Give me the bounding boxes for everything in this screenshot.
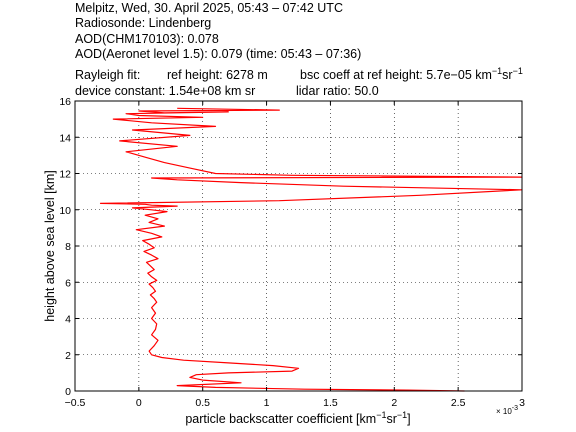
header-aod-chm: AOD(CHM170103): 0.078 (75, 32, 219, 46)
profile-series (99, 107, 523, 392)
y-tick-label: 4 (65, 314, 71, 326)
x-tick-label: 0.5 (195, 397, 210, 409)
y-tick-label: 16 (59, 96, 71, 108)
x-multiplier-base: × 10 (496, 407, 512, 416)
header-location-time: Melpitz, Wed, 30. April 2025, 05:43 – 07… (75, 1, 343, 15)
x-tick-label: 1 (264, 397, 270, 409)
header-bsc-coeff-text: bsc coeff at ref height: 5.7e−05 km (300, 68, 492, 82)
x-tick-label: 2.5 (451, 397, 466, 409)
header-bsc-sr: sr (502, 68, 512, 82)
profile-line (99, 107, 523, 392)
y-tick-label: 0 (65, 386, 71, 398)
x-multiplier: × 10-3 (496, 405, 518, 416)
header-radiosonde: Radiosonde: Lindenberg (75, 16, 211, 30)
x-axis-label-sr: sr (386, 412, 396, 426)
header-ref-height: ref height: 6278 m (167, 68, 268, 82)
x-tick-label: −0.5 (65, 397, 86, 409)
header-lidar-ratio: lidar ratio: 50.0 (296, 84, 379, 98)
y-axis-label: height above sea level [km] (43, 170, 57, 321)
y-tick-label: 2 (65, 350, 71, 362)
x-tick-label: 1.5 (323, 397, 338, 409)
x-axis-label-main: particle backscatter coefficient [km (185, 412, 376, 426)
y-tick-label: 8 (65, 241, 71, 253)
y-tick-label: 6 (65, 277, 71, 289)
grid-lines (75, 101, 522, 391)
x-multiplier-exp: -3 (512, 405, 518, 412)
header-block: Melpitz, Wed, 30. April 2025, 05:43 – 07… (75, 1, 523, 98)
x-tick-label: 3 (519, 397, 525, 409)
x-axis-label-end: ] (407, 412, 410, 426)
header-device-constant: device constant: 1.54e+08 km sr (75, 84, 255, 98)
plot-frame (74, 100, 523, 392)
header-bsc-coeff: bsc coeff at ref height: 5.7e−05 km−1sr−… (300, 66, 523, 82)
axis-ticks (74, 100, 523, 392)
y-tick-labels: 0 2 4 6 8 10 12 14 16 (59, 96, 71, 398)
y-tick-label: 14 (59, 132, 71, 144)
x-axis-label: particle backscatter coefficient [km−1sr… (185, 410, 410, 426)
header-bsc-exp1: −1 (492, 66, 502, 76)
y-tick-label: 10 (59, 205, 71, 217)
x-axis-label-exp2: −1 (397, 410, 407, 420)
header-aod-aeronet: AOD(Aeronet level 1.5): 0.079 (time: 05:… (75, 47, 361, 61)
x-tick-label: 0 (136, 397, 142, 409)
x-tick-labels: −0.5 0 0.5 1 1.5 2 2.5 3 (65, 397, 525, 409)
x-tick-label: 2 (391, 397, 397, 409)
header-rayleigh-label: Rayleigh fit: (75, 68, 140, 82)
header-bsc-exp2: −1 (513, 66, 523, 76)
x-axis-label-exp1: −1 (376, 410, 386, 420)
y-tick-label: 12 (59, 169, 71, 181)
